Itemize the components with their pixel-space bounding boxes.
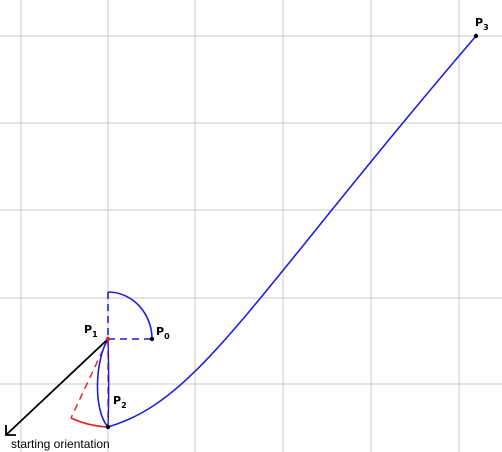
loop-blue-right [107, 338, 110, 428]
label-p0: P0 [156, 325, 170, 341]
red-arc [70, 417, 109, 428]
point-p0-marker [149, 336, 155, 342]
orientation-arrow-head [5, 425, 16, 436]
point-p2-marker [105, 424, 111, 430]
label-p1-letter: P [84, 323, 92, 336]
main-path-blue [107, 35, 477, 428]
label-p0-letter: P [156, 325, 164, 338]
label-p2: P2 [113, 394, 127, 410]
quarter-arc-blue [107, 291, 153, 340]
label-p1-index: 1 [92, 330, 98, 339]
caption-starting-orientation: starting orientation [11, 437, 110, 451]
point-p3-marker [473, 33, 479, 39]
label-p0-index: 0 [164, 332, 170, 341]
orientation-arrow-line [5, 338, 109, 436]
label-p3-letter: P [475, 16, 483, 29]
label-p1: P1 [84, 323, 98, 339]
label-p2-letter: P [113, 394, 121, 407]
loop-blue [96, 338, 109, 428]
point-p1-marker [105, 336, 111, 342]
label-p2-index: 2 [121, 401, 127, 410]
label-p3-index: 3 [483, 23, 489, 32]
label-p3: P3 [475, 16, 489, 32]
